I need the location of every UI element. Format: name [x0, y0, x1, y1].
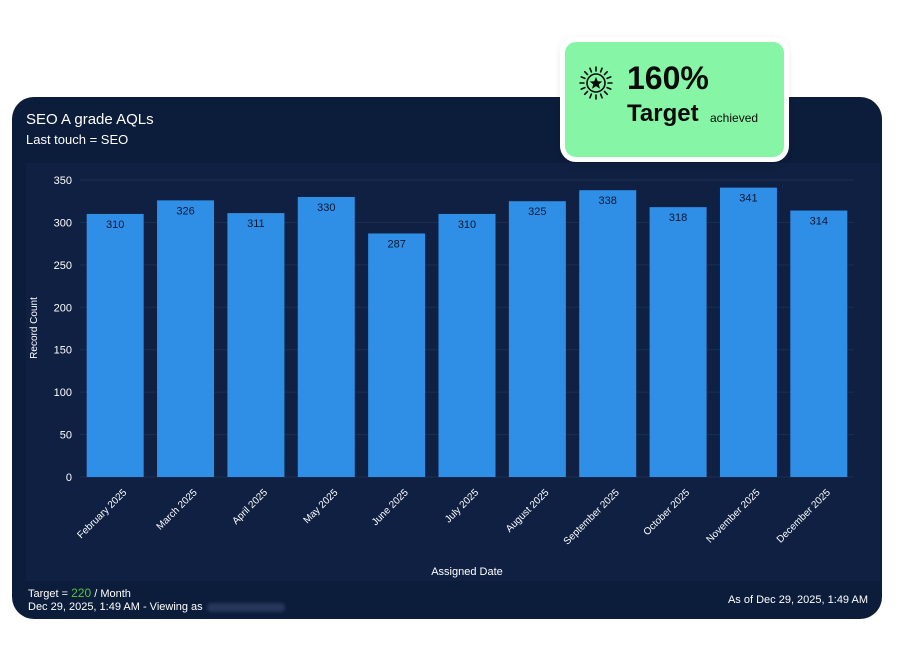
bar-value-label: 314: [810, 216, 828, 228]
bar-value-label: 310: [106, 219, 124, 231]
bar: [579, 190, 637, 477]
x-tick-label: August 2025: [504, 487, 552, 535]
bar-value-label: 318: [669, 212, 687, 224]
y-tick-label: 250: [54, 260, 72, 272]
chart-card: SEO A grade AQLs Last touch = SEO 0 50 100…: [12, 97, 882, 619]
x-tick-label: September 2025: [562, 487, 622, 547]
x-tick-label: May 2025: [302, 487, 341, 526]
star-badge-icon: [579, 66, 613, 100]
bar-value-label: 341: [739, 193, 757, 205]
footer-left: Target = 220 / Month Dec 29, 2025, 1:49 …: [28, 587, 285, 614]
y-tick-label: 300: [54, 217, 72, 229]
chart-subtitle: Last touch = SEO: [26, 132, 129, 147]
bar: [719, 187, 777, 477]
y-tick-label: 200: [54, 302, 72, 314]
redacted-username: [206, 602, 285, 612]
bar: [297, 196, 355, 477]
x-tick-label: November 2025: [704, 487, 762, 545]
bar-value-label: 330: [317, 202, 335, 214]
y-axis-label: Record Count: [29, 297, 40, 359]
target-prefix: Target =: [28, 588, 69, 600]
bar-value-label: 338: [599, 195, 617, 207]
chart-title: SEO A grade AQLs: [26, 111, 154, 128]
x-tick-label: March 2025: [155, 487, 200, 532]
badge-label: Target: [627, 100, 699, 127]
bar: [508, 201, 566, 477]
x-tick-label: October 2025: [642, 487, 693, 538]
y-tick-label: 150: [54, 345, 72, 357]
bar-value-label: 310: [458, 219, 476, 231]
badge-value: 160%: [627, 60, 709, 96]
bar: [438, 213, 496, 477]
x-tick-label: February 2025: [76, 487, 130, 541]
bar: [368, 233, 426, 477]
timestamp-right: As of Dec 29, 2025, 1:49 AM: [727, 594, 868, 606]
target-line: Target = 220 / Month: [28, 587, 285, 601]
y-tick-label: 100: [54, 387, 72, 399]
x-tick-label: December 2025: [775, 487, 833, 545]
target-badge: 160% Target achieved: [560, 37, 789, 162]
timestamp-left: Dec 29, 2025, 1:49 AM - Viewing as: [28, 601, 203, 613]
y-tick-label: 0: [66, 472, 72, 484]
bar: [790, 210, 848, 477]
timestamp-line: Dec 29, 2025, 1:49 AM - Viewing as: [28, 601, 285, 614]
bar: [649, 207, 707, 477]
badge-sublabel: achieved: [710, 111, 759, 125]
y-tick-label: 350: [54, 175, 72, 187]
bar-value-label: 325: [528, 206, 546, 218]
x-tick-label: April 2025: [230, 487, 270, 527]
x-tick-label: June 2025: [370, 487, 411, 528]
target-value: 220: [71, 586, 92, 600]
bar: [227, 213, 285, 477]
x-tick-label: July 2025: [443, 487, 481, 525]
bar: [86, 213, 144, 477]
target-suffix: / Month: [94, 588, 131, 600]
bar-value-label: 311: [247, 218, 265, 230]
bar-value-label: 287: [387, 238, 405, 250]
x-axis-label: Assigned Date: [431, 566, 503, 578]
bar-value-label: 326: [176, 205, 194, 217]
y-tick-label: 50: [60, 430, 72, 442]
bar-chart: 0 50 100 150 200 250 300 350 310 February 2025 326…: [29, 175, 854, 578]
bar: [157, 200, 215, 477]
